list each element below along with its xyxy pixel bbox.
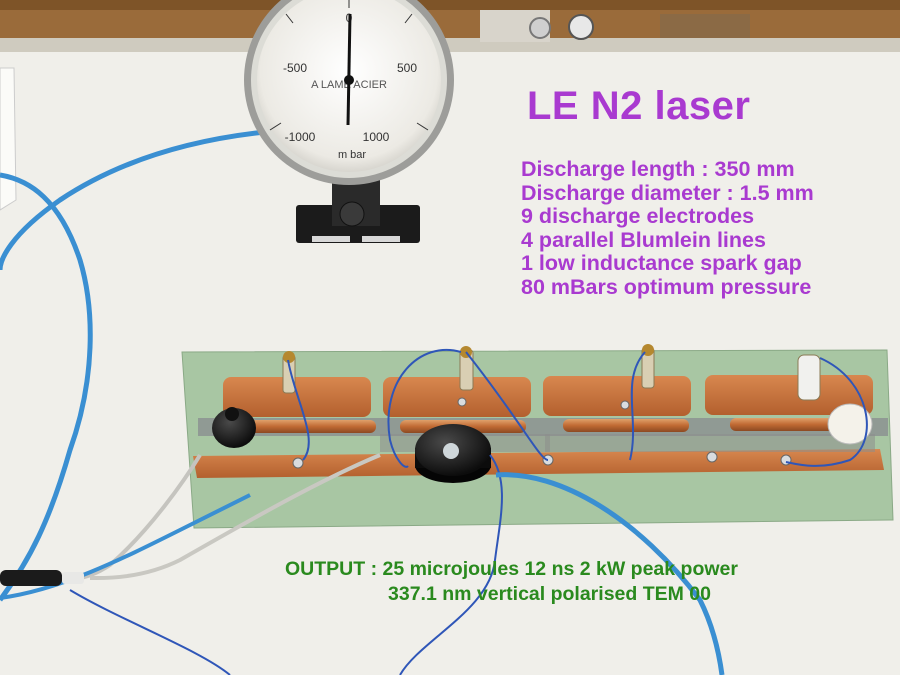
gauge-tick-1000: 1000	[363, 130, 390, 144]
gauge-tick-neg500: -500	[283, 61, 307, 75]
spec-pressure: 80 mBars optimum pressure	[521, 274, 812, 299]
blue-cable-gauge	[0, 129, 266, 271]
copper-plate	[705, 375, 873, 415]
black-cap-left	[212, 407, 256, 448]
spec-discharge-length: Discharge length : 350 mm	[521, 157, 795, 181]
paper-sheet	[0, 67, 17, 211]
copper-plate	[543, 376, 691, 416]
pressure-gauge: 0 -500 500 -1000 1000 A LAME ACIER m bar	[244, 0, 454, 185]
electrode-rod	[730, 418, 856, 431]
spec-discharge-diameter: Discharge diameter : 1.5 mm	[521, 180, 814, 205]
gauge-needle	[346, 13, 352, 126]
electrode-rod	[563, 419, 689, 432]
gauge-unit: m bar	[338, 149, 366, 161]
spec-list: Discharge length : 350 mm Discharge diam…	[521, 157, 814, 299]
output-line-2: 337.1 nm vertical polarised TEM 00	[388, 583, 711, 605]
white-insulator	[827, 403, 873, 445]
output-line-1: OUTPUT : 25 microjoules 12 ns 2 kW peak …	[285, 558, 738, 580]
page-title: LE N2 laser	[527, 84, 751, 128]
gauge-tick-neg1000: -1000	[285, 130, 316, 144]
electrode-rod	[250, 420, 376, 433]
blue-cable-output	[495, 472, 725, 675]
spark-gap	[415, 424, 491, 483]
copper-plate	[383, 377, 531, 417]
spec-electrodes: 9 discharge electrodes	[521, 204, 755, 228]
black-probe	[0, 570, 84, 586]
spec-blumlein-lines: 4 parallel Blumlein lines	[521, 227, 766, 252]
spec-spark-gap: 1 low inductance spark gap	[521, 251, 802, 275]
gauge-tick-500: 500	[397, 61, 417, 75]
